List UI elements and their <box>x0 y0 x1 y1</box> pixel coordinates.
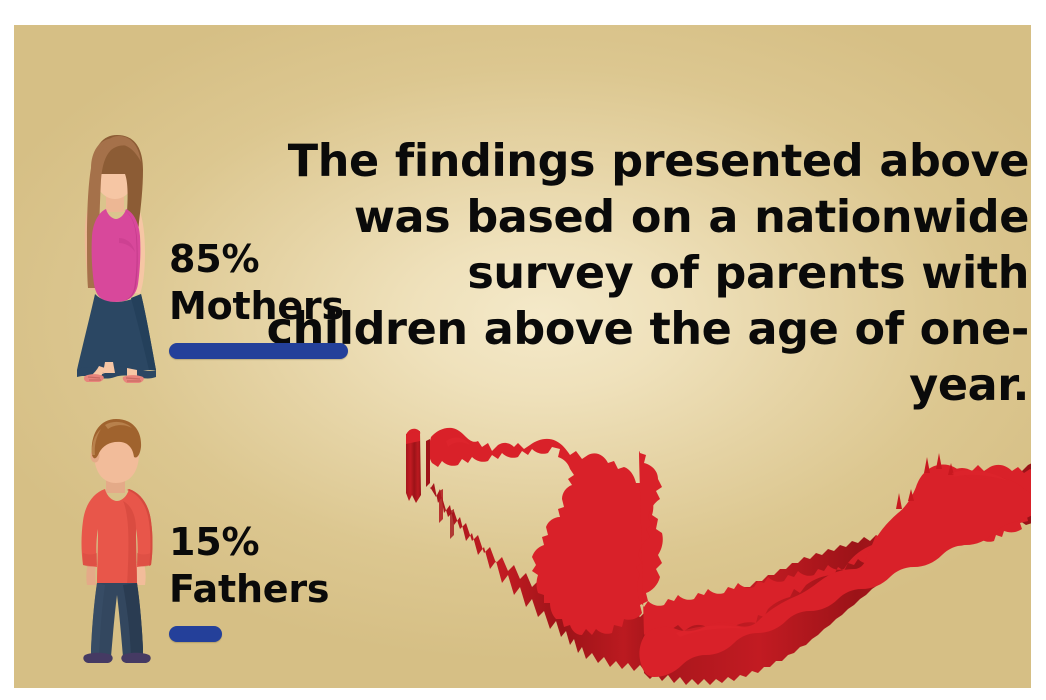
man-standing-figure <box>61 413 171 673</box>
stat-mothers: 85% Mothers <box>169 236 348 359</box>
stat-fathers-bar-fill <box>169 626 222 642</box>
stat-fathers-label: Fathers <box>169 567 330 611</box>
stat-fathers-bar-track <box>169 626 329 642</box>
stat-fathers: 15% Fathers <box>169 519 330 642</box>
shoe-right <box>121 652 151 663</box>
map-region-peninsular <box>426 427 672 673</box>
canvas-panel: The findings presented above was based o… <box>14 25 1031 688</box>
sandal-left <box>83 374 104 382</box>
shoe-left <box>83 652 113 663</box>
stat-mothers-label: Mothers <box>169 284 344 328</box>
page-title: The findings presented above was based o… <box>266 135 1030 411</box>
stat-mothers-bar-fill <box>169 343 348 359</box>
woman-standing-figure <box>61 130 171 390</box>
map-island-langkawi <box>406 428 421 503</box>
stat-fathers-percent: 15% <box>169 520 260 564</box>
sandal-right <box>122 375 144 383</box>
stat-mothers-bar-track <box>169 343 348 359</box>
malaysia-3d-map <box>396 417 1031 688</box>
stat-mothers-percent: 85% <box>169 237 260 281</box>
map-region-east-malaysia <box>636 450 1031 685</box>
